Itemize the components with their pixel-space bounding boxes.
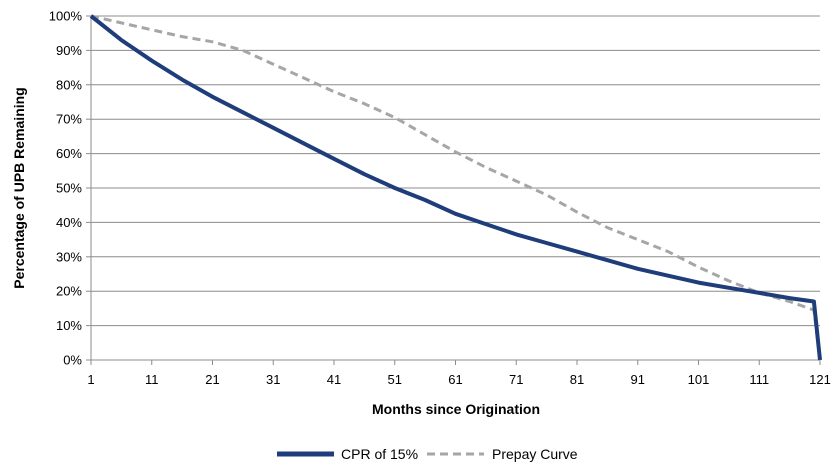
y-tick-label: 40% (56, 215, 82, 230)
x-tick-label: 91 (631, 372, 645, 387)
y-tick-label: 30% (56, 249, 82, 264)
x-tick-label: 121 (809, 372, 831, 387)
y-axis-title: Percentage of UPB Remaining (11, 87, 27, 289)
x-tick-label: 61 (448, 372, 462, 387)
gridlines (91, 15, 820, 327)
series-lines (89, 14, 822, 361)
y-tick-label: 50% (56, 181, 82, 196)
y-tick-label: 90% (56, 43, 82, 58)
x-tick-label: 101 (688, 372, 710, 387)
y-tick-label: 10% (56, 318, 82, 333)
x-tick-label: 51 (388, 372, 402, 387)
x-tick-label: 31 (266, 372, 280, 387)
legend: CPR of 15% Prepay Curve (277, 446, 578, 462)
y-tick-label: 0% (63, 353, 82, 368)
y-tick-label: 100% (49, 9, 83, 24)
axes (86, 15, 821, 365)
x-axis-title: Months since Origination (372, 401, 540, 417)
series-line-cpr (89, 14, 822, 361)
x-tick-label: 11 (145, 372, 159, 387)
x-tick-label: 1 (87, 372, 94, 387)
x-tick-label: 111 (749, 372, 769, 387)
series-line-prepay (90, 14, 822, 361)
y-tick-label: 70% (56, 112, 82, 127)
y-tick-label: 60% (56, 146, 82, 161)
y-tick-label: 80% (56, 77, 82, 92)
legend-label-cpr: CPR of 15% (341, 446, 418, 462)
legend-label-prepay: Prepay Curve (492, 446, 578, 462)
y-tick-labels: 0% 10% 20% 30% 40% 50% 60% 70% 80% 90% 100% (49, 9, 83, 368)
x-tick-label: 81 (570, 372, 584, 387)
x-tick-label: 41 (327, 372, 341, 387)
y-tick-label: 20% (56, 284, 82, 299)
x-tick-labels: 1 11 21 31 41 51 61 71 81 91 101 111 121 (87, 372, 830, 387)
x-tick-label: 71 (509, 372, 523, 387)
x-tick-label: 21 (205, 372, 219, 387)
